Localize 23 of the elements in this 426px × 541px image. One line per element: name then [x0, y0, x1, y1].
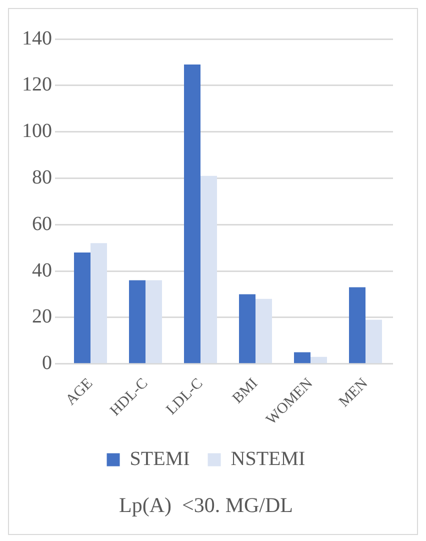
bar — [349, 287, 366, 364]
legend-label: STEMI — [130, 448, 190, 470]
bar — [310, 356, 327, 364]
y-tick-label: 40 — [32, 259, 52, 282]
bar — [200, 176, 217, 364]
bar — [366, 320, 382, 364]
y-tick-label: 20 — [32, 306, 52, 328]
y-tick-label: 100 — [22, 120, 52, 142]
bar — [146, 280, 162, 364]
bar — [256, 298, 272, 364]
bar — [239, 294, 256, 364]
bar — [74, 252, 90, 364]
y-tick-label: 80 — [32, 166, 52, 188]
y-tick-label: 140 — [22, 27, 52, 50]
bar — [129, 280, 146, 364]
bar — [294, 352, 310, 364]
legend-label: NSTEMI — [230, 448, 306, 470]
bar — [184, 64, 200, 364]
y-tick-label: 120 — [22, 74, 52, 96]
bar — [90, 243, 107, 364]
text: Lp(A) <30. MG/DL — [119, 492, 293, 517]
y-tick-label: 0 — [42, 352, 52, 374]
y-tick-label: 60 — [32, 212, 52, 235]
